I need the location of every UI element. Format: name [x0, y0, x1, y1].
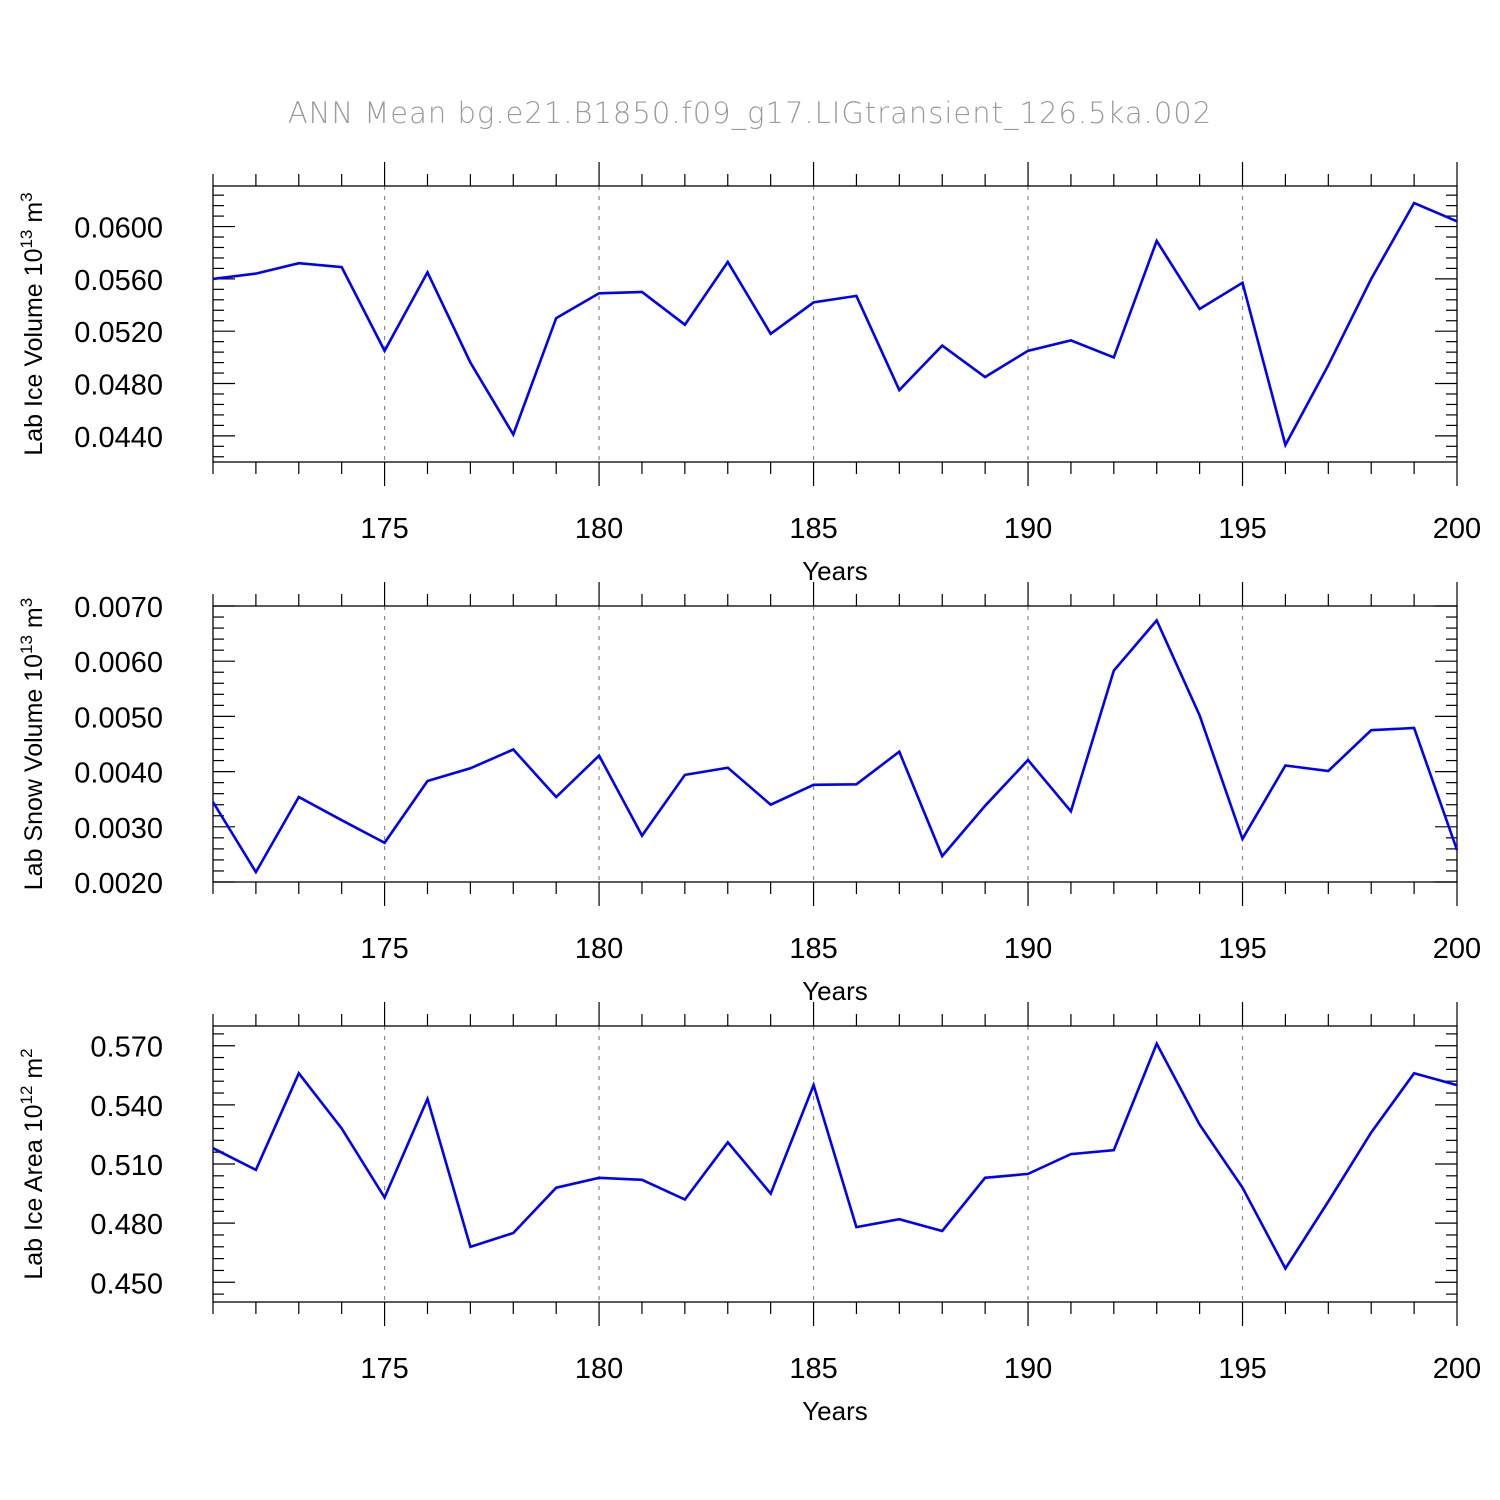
- y-axis-label: Lab Ice Volume 1013 m3: [17, 192, 48, 455]
- y-tick-label: 0.0060: [74, 647, 163, 679]
- y-tick-label: 0.510: [90, 1150, 163, 1182]
- y-tick-label: 0.0050: [74, 702, 163, 734]
- x-tick-label: 175: [360, 513, 408, 545]
- y-tick-label: 0.450: [90, 1268, 163, 1300]
- x-tick-label: 195: [1218, 513, 1266, 545]
- plot-frame: [212, 605, 1458, 883]
- x-tick-label: 180: [575, 513, 623, 545]
- x-tick-label: 175: [360, 933, 408, 965]
- y-axis-label: Lab Snow Volume 1013 m3: [17, 598, 48, 890]
- y-tick-label: 0.570: [90, 1032, 163, 1064]
- series-line: [212, 201, 1458, 449]
- x-tick-label: 190: [1004, 1353, 1052, 1385]
- x-tick-label: 185: [789, 933, 837, 965]
- x-tick-label: 200: [1433, 933, 1481, 965]
- series-line: [212, 1040, 1458, 1272]
- y-tick-label: 0.0020: [74, 868, 163, 900]
- x-axis-label: Years: [802, 976, 868, 1006]
- figure-title: ANN Mean bg.e21.B1850.f09_g17.LIGtransie…: [287, 96, 1213, 130]
- x-tick-label: 200: [1433, 1353, 1481, 1385]
- y-tick-label: 0.0070: [74, 592, 163, 624]
- x-tick-label: 180: [575, 933, 623, 965]
- panel-3: 0.450 0.480 0.510 0.540 0.570 175 180 185 190 195…: [17, 1002, 1481, 1426]
- y-tick-label: 0.0600: [74, 213, 163, 245]
- x-axis-label: Years: [802, 1396, 868, 1426]
- x-tick-label: 185: [789, 1353, 837, 1385]
- series-line: [211, 617, 1459, 875]
- x-tick-label: 180: [575, 1353, 623, 1385]
- y-axis-label: Lab Ice Area 1012 m2: [17, 1048, 48, 1279]
- x-tick-label: 190: [1004, 513, 1052, 545]
- y-tick-label: 0.0480: [74, 370, 163, 402]
- y-tick-label: 0.0560: [74, 265, 163, 297]
- y-tick-label: 0.0040: [74, 758, 163, 790]
- x-tick-label: 195: [1218, 1353, 1266, 1385]
- x-tick-label: 190: [1004, 933, 1052, 965]
- x-tick-label: 200: [1433, 513, 1481, 545]
- panel-2: 0.0020 0.0030 0.0040 0.0050 0.0060 0.0070 175 1…: [17, 582, 1481, 1006]
- y-tick-label: 0.0440: [74, 422, 163, 454]
- plot-frame: [212, 185, 1458, 463]
- x-tick-label: 175: [360, 1353, 408, 1385]
- y-tick-label: 0.540: [90, 1091, 163, 1123]
- panel-1: 0.0440 0.0480 0.0520 0.0560 0.0600 175 180 185 1…: [17, 162, 1481, 586]
- y-tick-label: 0.0030: [74, 813, 163, 845]
- x-axis-label: Years: [802, 556, 868, 586]
- y-tick-label: 0.0520: [74, 317, 163, 349]
- x-tick-label: 195: [1218, 933, 1266, 965]
- x-tick-label: 185: [789, 513, 837, 545]
- y-tick-label: 0.480: [90, 1209, 163, 1241]
